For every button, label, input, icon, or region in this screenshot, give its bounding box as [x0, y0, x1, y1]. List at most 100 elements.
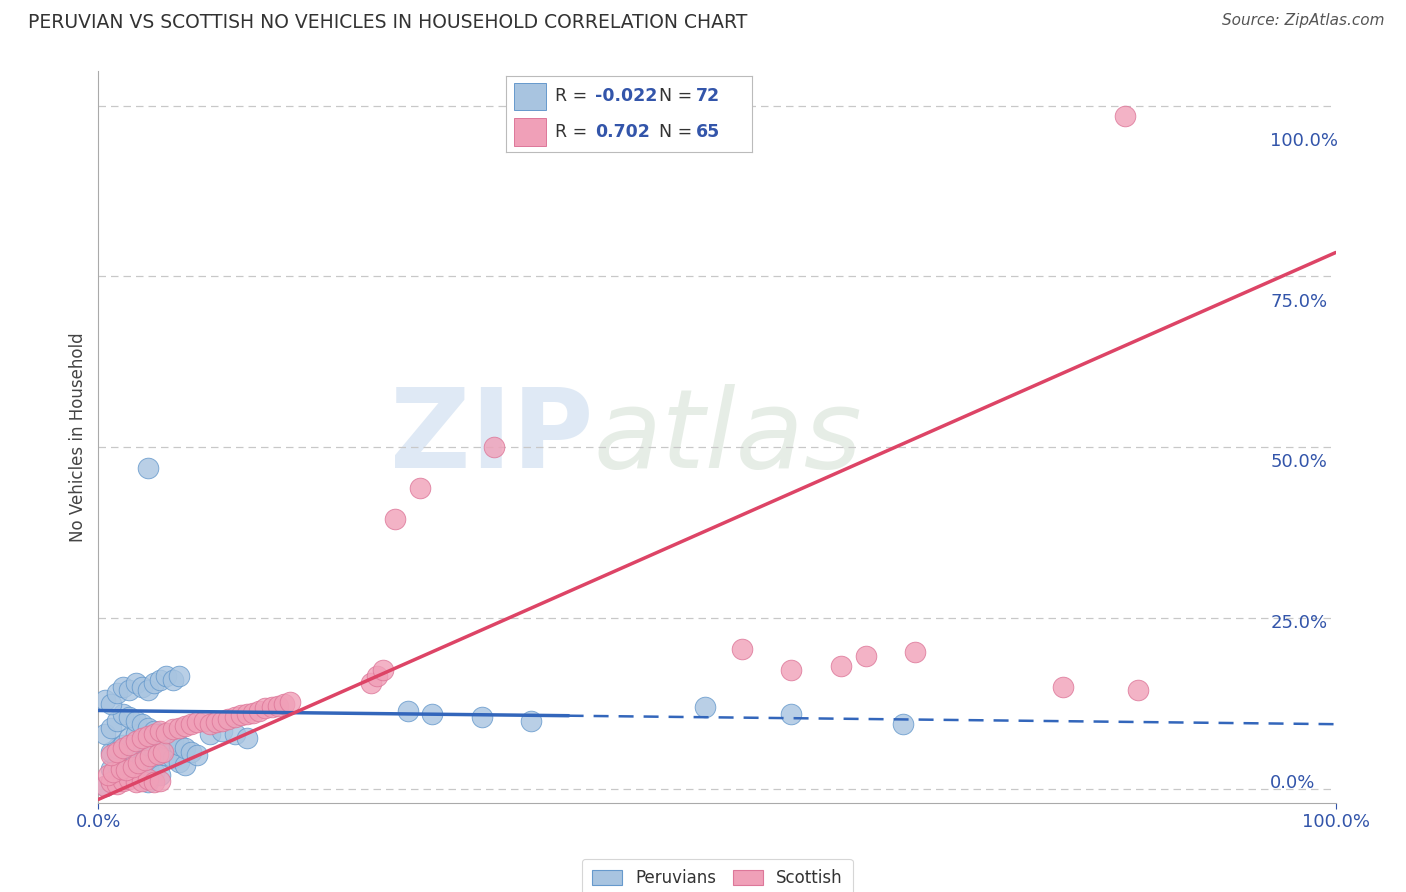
- Point: [219, 761, 242, 775]
- Point: [252, 711, 274, 725]
- Legend: Peruvians, Scottish: Peruvians, Scottish: [585, 844, 856, 881]
- Point: [202, 766, 225, 780]
- Point: [170, 771, 193, 785]
- Point: [197, 767, 219, 781]
- Point: [217, 740, 239, 755]
- Point: [176, 767, 198, 781]
- Point: [322, 696, 344, 710]
- Point: [246, 713, 269, 727]
- Point: [214, 758, 236, 772]
- Text: 0.702: 0.702: [595, 123, 650, 141]
- Point: [202, 748, 225, 763]
- Point: [235, 716, 257, 731]
- Point: [219, 719, 242, 733]
- Point: [208, 716, 231, 731]
- Point: [405, 674, 427, 689]
- Point: [170, 723, 193, 737]
- Point: [884, 646, 907, 660]
- Point: [195, 754, 218, 768]
- Point: [231, 729, 253, 743]
- Point: [307, 700, 329, 714]
- Bar: [513, 83, 546, 110]
- Point: [197, 674, 219, 689]
- Point: [191, 742, 214, 756]
- Point: [184, 755, 207, 769]
- Point: [202, 761, 225, 775]
- Point: [219, 766, 242, 780]
- Point: [290, 705, 312, 719]
- Point: [447, 491, 470, 506]
- Point: [219, 671, 242, 685]
- Point: [295, 703, 318, 717]
- Point: [333, 691, 356, 706]
- Point: [699, 697, 721, 711]
- Point: [214, 719, 236, 733]
- Text: R =: R =: [555, 87, 593, 105]
- Point: [231, 671, 253, 685]
- Point: [191, 706, 214, 721]
- Text: R =: R =: [555, 123, 599, 141]
- Point: [176, 767, 198, 781]
- Point: [186, 732, 209, 747]
- Point: [219, 739, 242, 753]
- Point: [208, 764, 231, 779]
- Text: N =: N =: [658, 123, 697, 141]
- Point: [219, 723, 242, 737]
- Point: [197, 755, 219, 769]
- Point: [437, 700, 460, 714]
- Point: [214, 735, 236, 749]
- Point: [1080, 681, 1102, 695]
- Point: [458, 703, 481, 717]
- Point: [191, 726, 214, 740]
- Point: [202, 726, 225, 740]
- Point: [274, 719, 297, 733]
- Text: ZIP: ZIP: [408, 397, 612, 504]
- Point: [513, 453, 536, 467]
- Point: [208, 723, 231, 738]
- Point: [284, 723, 307, 737]
- Text: 72: 72: [696, 87, 720, 105]
- Point: [205, 747, 228, 761]
- Point: [415, 662, 437, 676]
- Point: [170, 690, 193, 705]
- Point: [181, 769, 204, 783]
- Point: [235, 748, 257, 763]
- Point: [191, 681, 214, 695]
- Point: [278, 708, 301, 723]
- Point: [263, 723, 285, 737]
- Point: [181, 684, 204, 698]
- Point: [208, 681, 231, 695]
- Point: [186, 766, 209, 780]
- Text: Source: ZipAtlas.com: Source: ZipAtlas.com: [1222, 13, 1385, 29]
- Point: [197, 723, 219, 737]
- Point: [173, 761, 195, 775]
- Point: [208, 472, 231, 486]
- Point: [231, 745, 253, 759]
- Point: [176, 742, 198, 756]
- Point: [775, 662, 797, 676]
- Point: [181, 735, 204, 749]
- Point: [176, 739, 198, 753]
- Point: [186, 735, 209, 749]
- Text: N =: N =: [658, 87, 697, 105]
- Point: [214, 674, 236, 689]
- Point: [176, 694, 198, 708]
- Point: [191, 764, 214, 779]
- Text: PERUVIAN VS SCOTTISH NO VEHICLES IN HOUSEHOLD CORRELATION CHART: PERUVIAN VS SCOTTISH NO VEHICLES IN HOUS…: [28, 13, 748, 32]
- Point: [240, 735, 263, 749]
- Point: [231, 717, 253, 731]
- Point: [269, 711, 291, 725]
- Text: -0.022: -0.022: [595, 87, 657, 105]
- Point: [188, 756, 211, 770]
- Point: [312, 698, 335, 713]
- Point: [328, 694, 350, 708]
- Point: [181, 761, 204, 775]
- Point: [202, 729, 225, 743]
- Point: [208, 755, 231, 769]
- Point: [176, 716, 198, 731]
- Point: [214, 767, 236, 781]
- Point: [263, 713, 285, 727]
- Point: [409, 668, 432, 682]
- Text: 65: 65: [696, 123, 720, 141]
- Point: [208, 732, 231, 747]
